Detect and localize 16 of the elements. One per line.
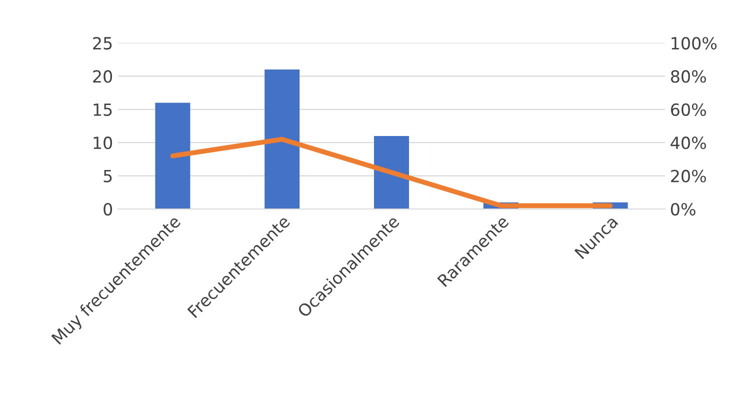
bar bbox=[374, 136, 410, 209]
y-tick-label: 0 bbox=[104, 202, 112, 216]
y2-tick-label: 20% bbox=[671, 170, 706, 182]
y-tick-label: 15 bbox=[94, 104, 112, 116]
y-tick-label: 10 bbox=[94, 136, 112, 150]
y2-tick-label: 80% bbox=[670, 70, 706, 83]
y2-tick-label: 100% bbox=[672, 36, 717, 50]
y-tick-label: 5 bbox=[104, 170, 112, 182]
bar bbox=[155, 102, 190, 209]
y2-tick-label: 0% bbox=[670, 202, 696, 216]
y2-tick-label: 60% bbox=[671, 103, 706, 116]
line-series bbox=[170, 136, 613, 208]
bar bbox=[264, 70, 300, 209]
y2-tick-label: 40% bbox=[670, 136, 706, 150]
y-tick-label: 25 bbox=[93, 36, 112, 50]
y-tick-label: 20 bbox=[93, 70, 112, 83]
